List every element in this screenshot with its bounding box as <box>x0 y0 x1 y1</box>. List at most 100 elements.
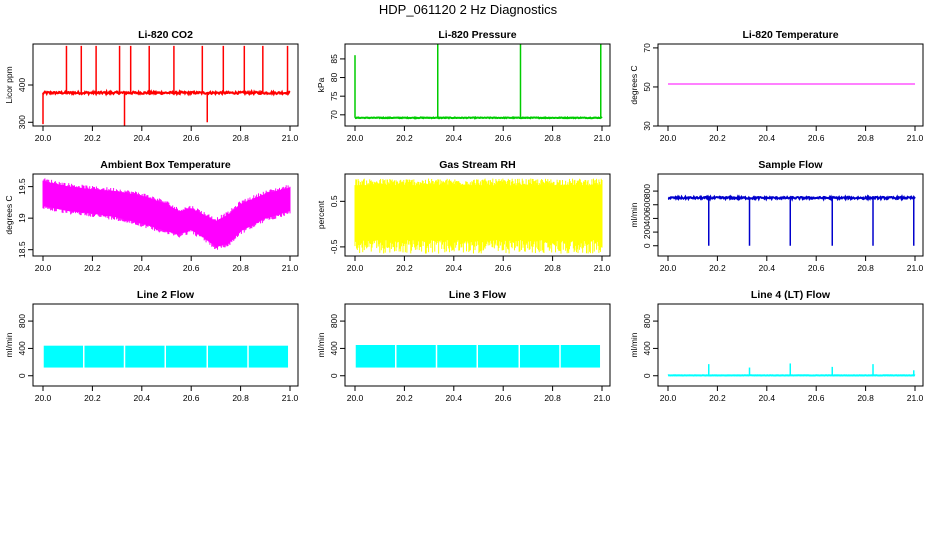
plot-frame <box>32 173 299 257</box>
y-tick-label: 75 <box>329 91 339 101</box>
series-segment <box>84 345 124 368</box>
data-layer <box>355 345 601 368</box>
x-tick-label: 21.0 <box>907 133 924 143</box>
y-tick-label: 30 <box>642 121 652 131</box>
y-axis-label: kPa <box>316 77 326 92</box>
y-axis-label: degrees C <box>4 195 14 234</box>
panel-title: Li-820 Temperature <box>742 29 838 41</box>
x-tick-label: 21.0 <box>594 133 611 143</box>
series-segment <box>43 345 84 368</box>
series-line <box>667 194 916 202</box>
x-tick-label: 21.0 <box>282 263 299 273</box>
y-tick-label: 400 <box>329 341 339 355</box>
x-tick-label: 21.0 <box>594 263 611 273</box>
plot-frame <box>657 173 924 257</box>
x-tick-label: 20.2 <box>84 263 101 273</box>
x-tick-label: 20.8 <box>857 393 874 403</box>
panel-5: Gas Stream RH percent 20.0 20.2 20.4 20.6 20.8… <box>316 159 611 273</box>
y-tick-label: 400 <box>642 341 652 355</box>
series-segment <box>207 345 248 368</box>
x-tick-label: 20.4 <box>446 263 463 273</box>
x-tick-label: 20.8 <box>232 393 249 403</box>
y-tick-label: 600 <box>642 197 652 211</box>
x-tick-label: 20.2 <box>396 263 413 273</box>
x-tick-label: 20.4 <box>446 393 463 403</box>
x-tick-label: 20.6 <box>495 263 512 273</box>
y-axis-label: ml/min <box>629 332 639 357</box>
x-tick-label: 20.6 <box>495 393 512 403</box>
x-tick-label: 20.4 <box>446 133 463 143</box>
x-tick-label: 21.0 <box>282 133 299 143</box>
panel-4: Ambient Box Temperature degrees C 20.0 20.2… <box>4 159 299 273</box>
x-tick-label: 20.0 <box>660 263 677 273</box>
x-tick-label: 20.6 <box>183 133 200 143</box>
y-tick-label: 80 <box>329 73 339 83</box>
x-tick-label: 20.2 <box>84 133 101 143</box>
panel-title: Sample Flow <box>758 159 823 171</box>
plot-frame <box>32 43 299 127</box>
series-segment <box>248 345 289 368</box>
data-layer <box>667 363 916 377</box>
panel-title: Gas Stream RH <box>439 159 515 171</box>
panel-9: Line 4 (LT) Flow ml/min 20.0 20.2 20.4 20.6 20… <box>629 289 924 403</box>
x-tick-label: 20.8 <box>232 263 249 273</box>
x-tick-label: 20.6 <box>183 263 200 273</box>
plot-frame <box>344 173 611 257</box>
y-tick-label: 0.5 <box>329 195 339 207</box>
series-segment <box>478 345 519 368</box>
series-segment <box>125 345 165 368</box>
y-tick-label: 800 <box>17 314 27 328</box>
panel-title: Line 4 (LT) Flow <box>751 289 831 301</box>
series-line <box>354 115 603 120</box>
y-axis-label: ml/min <box>4 332 14 357</box>
y-tick-label: 800 <box>642 314 652 328</box>
x-tick-label: 20.8 <box>544 263 561 273</box>
x-tick-label: 20.6 <box>808 263 825 273</box>
x-tick-label: 20.8 <box>544 133 561 143</box>
y-tick-label: 18.5 <box>17 241 27 258</box>
plot-frame <box>344 303 611 387</box>
plot-frame <box>657 303 924 387</box>
x-tick-label: 21.0 <box>907 393 924 403</box>
y-axis-label: percent <box>316 200 326 229</box>
y-tick-label: 800 <box>329 314 339 328</box>
x-tick-label: 20.0 <box>660 133 677 143</box>
y-tick-label: 300 <box>17 115 27 129</box>
x-tick-label: 20.2 <box>396 393 413 403</box>
y-axis-label: ml/min <box>316 332 326 357</box>
series-segment <box>519 345 560 368</box>
y-tick-label: 50 <box>642 82 652 92</box>
panel-3: Li-820 Temperature degrees C 20.0 20.2 20.4 2… <box>629 29 924 143</box>
x-tick-label: 20.8 <box>857 263 874 273</box>
y-tick-label: 0 <box>329 373 339 378</box>
x-tick-label: 20.8 <box>857 133 874 143</box>
y-tick-label: 0 <box>642 243 652 248</box>
x-tick-label: 20.8 <box>232 133 249 143</box>
x-tick-label: 20.6 <box>808 393 825 403</box>
x-tick-label: 20.0 <box>660 393 677 403</box>
y-axis-label: ml/min <box>629 202 639 227</box>
x-tick-label: 20.2 <box>709 263 726 273</box>
data-layer <box>42 45 291 126</box>
x-tick-label: 20.2 <box>84 393 101 403</box>
panel-8: Line 3 Flow ml/min 20.0 20.2 20.4 20.6 20.8 21.… <box>316 289 611 403</box>
x-tick-label: 20.6 <box>183 393 200 403</box>
panel-title: Ambient Box Temperature <box>100 159 231 171</box>
y-tick-label: 800 <box>642 184 652 198</box>
series-segment <box>560 345 601 368</box>
plot-frame <box>32 303 299 387</box>
x-tick-label: 20.0 <box>347 393 364 403</box>
series-line <box>42 88 291 97</box>
data-layer <box>42 178 291 250</box>
x-tick-label: 20.0 <box>35 393 52 403</box>
panel-title: Li-820 Pressure <box>438 29 516 41</box>
panel-title: Li-820 CO2 <box>138 29 193 41</box>
x-tick-label: 20.4 <box>759 263 776 273</box>
x-tick-label: 20.4 <box>134 263 151 273</box>
data-layer <box>667 194 916 246</box>
panel-title: Line 3 Flow <box>449 289 507 301</box>
series-segment <box>166 345 207 368</box>
y-tick-label: 0 <box>642 373 652 378</box>
x-tick-label: 20.0 <box>35 133 52 143</box>
